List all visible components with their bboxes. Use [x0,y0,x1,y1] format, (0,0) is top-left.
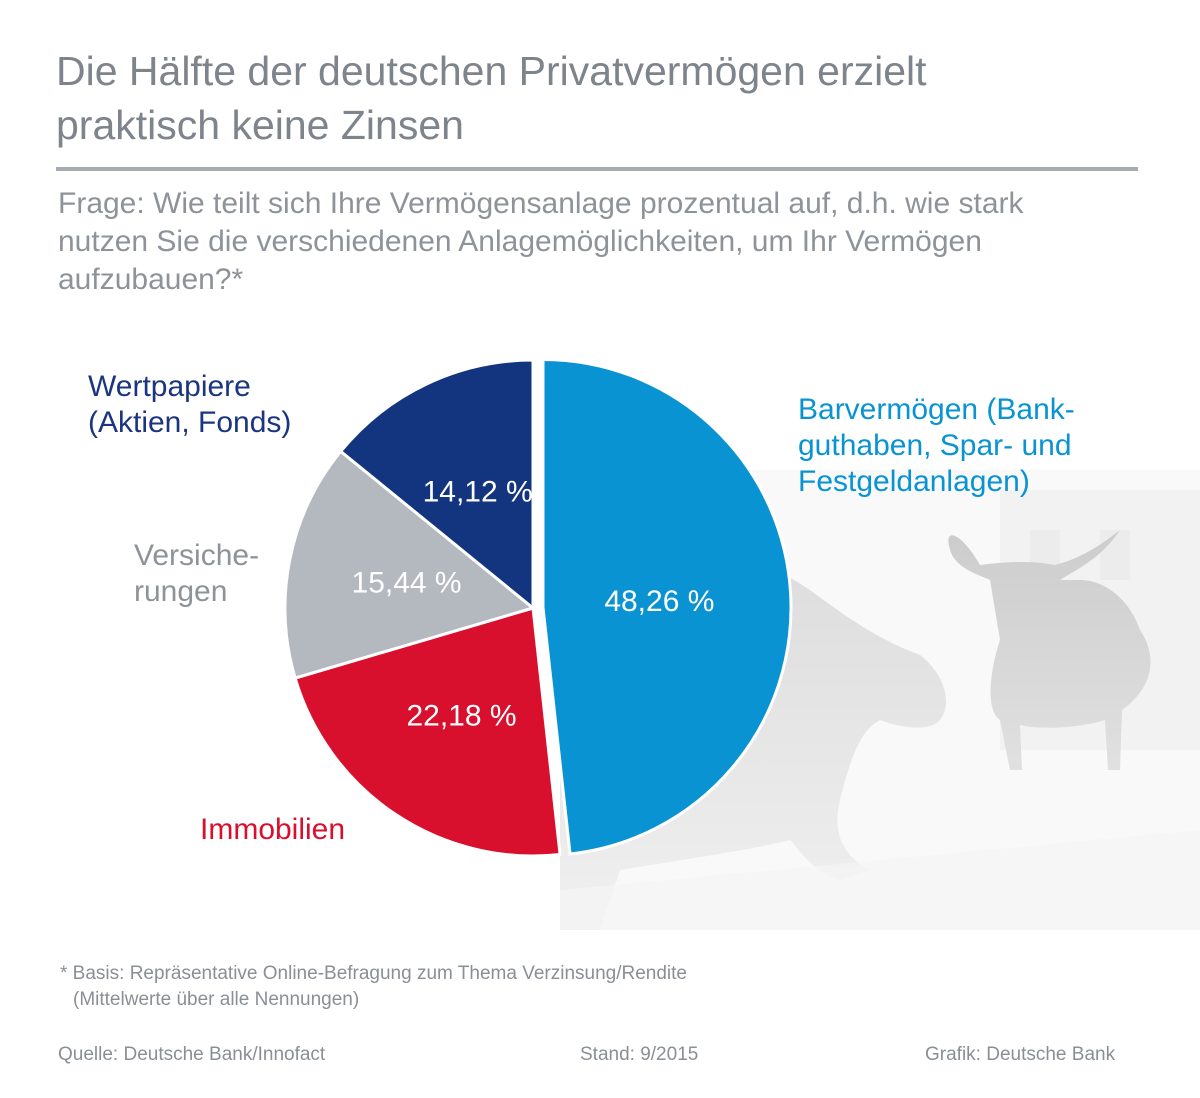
question-line-2: nutzen Sie die verschiedenen Anlagemögli… [58,225,982,258]
pie-value-label-barvermoegen: 48,26 % [604,585,714,618]
legend-barvermoegen-line-1: Barvermögen (Bank- [798,393,1075,426]
pie-slice-wertpapiere [338,358,535,612]
question-line-3: aufzubauen?* [58,263,244,296]
legend-label-wertpapiere: Wertpapiere (Aktien, Fonds) [88,369,291,441]
chart-title: Die Hälfte der deutschen Privatvermögen … [56,44,1146,152]
graphic-credit: Grafik: Deutsche Bank [925,1044,1116,1065]
survey-question: Frage: Wie teilt sich Ihre Vermögensanla… [58,185,1148,299]
legend-wertpapiere-line-1: Wertpapiere [88,370,251,403]
footnote-line-2: (Mittelwerte über alle Nennungen) [73,989,360,1010]
pie-value-label-immobilien: 22,18 % [406,699,516,732]
pie-value-label-versicherungen: 15,44 % [352,567,462,600]
legend-barvermoegen-line-3: Festgeldanlagen) [798,465,1030,498]
pie-value-label-wertpapiere: 14,12 % [423,476,533,509]
legend-label-barvermoegen: Barvermögen (Bank- guthaben, Spar- und F… [798,392,1075,500]
legend-label-versicherungen: Versiche- rungen [134,538,259,610]
question-line-1: Frage: Wie teilt sich Ihre Vermögensanla… [58,187,1024,220]
title-divider [56,167,1138,171]
legend-immobilien-line-1: Immobilien [200,813,346,846]
legend-label-immobilien: Immobilien [200,812,345,848]
legend-wertpapiere-line-2: (Aktien, Fonds) [88,406,292,439]
legend-versicherungen-line-1: Versiche- [134,539,260,572]
pie-slice-barvermoegen [541,357,793,856]
pie-slice-immobilien [293,606,562,858]
date-stand: Stand: 9/2015 [580,1044,699,1065]
footnote-line-1: * Basis: Repräsentative Online-Befragung… [60,963,687,984]
legend-versicherungen-line-2: rungen [134,575,228,608]
legend-barvermoegen-line-2: guthaben, Spar- und [798,429,1072,462]
source-credit: Quelle: Deutsche Bank/Innofact [58,1044,326,1065]
title-line-1: Die Hälfte der deutschen Privatvermögen … [56,48,927,94]
title-line-2: praktisch keine Zinsen [56,102,464,148]
pie-slice-versicherungen [283,449,537,680]
